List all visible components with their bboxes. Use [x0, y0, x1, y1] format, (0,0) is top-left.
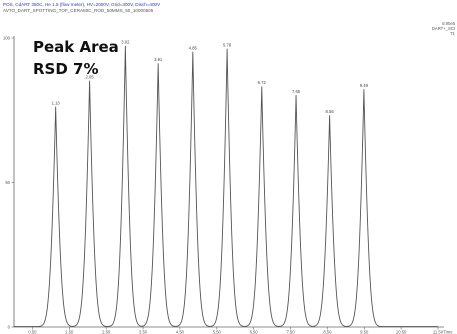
peak-time-label: 7.65	[292, 89, 301, 94]
x-tick-label: 10.50	[396, 330, 407, 334]
peak-time-label: 1.13	[52, 100, 61, 105]
chart-header-line-1: POS, CdART 350C, He 1.5 (flow meter), HV…	[3, 2, 161, 7]
peak-time-label: 3.02	[121, 40, 130, 45]
x-tick-label: 5.50	[213, 330, 222, 334]
chart-axes: 0.50 1.50 2.50 3.50 4.50 5.50 6.50 7.50 8.50 9.50…	[3, 36, 453, 334]
chromatogram-trace-group	[13, 45, 439, 328]
peak-time-label: 3.91	[154, 57, 163, 62]
peak-time-label: 2.05	[86, 74, 95, 79]
peak-time-label: 9.49	[360, 83, 369, 88]
peak-time-label: 8.56	[326, 109, 335, 114]
chromatogram-trace	[13, 45, 439, 328]
x-tick-label: 6.50	[250, 330, 259, 334]
scan-info: 8.90e5 DART+_SCI T1	[432, 21, 455, 36]
peak-time-label: 4.85	[189, 45, 198, 50]
x-tick-label: 7.50	[286, 330, 295, 334]
x-tick-label: 3.50	[139, 330, 148, 334]
x-tick-label: 0.50	[28, 330, 37, 334]
y-tick-label: 0	[8, 325, 11, 330]
x-tick-label: 4.50	[176, 330, 185, 334]
chart-header-line-2: AVTO_DART_SPOTTING_TOF_CERAMIC_ROD_50MMS…	[3, 8, 154, 13]
peak-time-label: 5.78	[223, 43, 232, 48]
x-tick-label: 9.50	[360, 330, 369, 334]
x-tick-label: 2.50	[102, 330, 111, 334]
x-tick-label: 8.50	[323, 330, 332, 334]
x-axis-end-label: Time	[443, 330, 453, 334]
y-tick-label: 50	[5, 180, 10, 185]
rsd-annotation: RSD 7%	[33, 60, 99, 78]
peak-area-annotation: Peak Area	[33, 38, 119, 56]
x-tick-label: 11.50	[433, 330, 444, 334]
peak-time-label: 6.72	[258, 80, 267, 85]
y-tick-label: 100	[3, 36, 11, 41]
x-tick-label: 1.50	[65, 330, 74, 334]
scan-info-channel: T1	[450, 31, 455, 36]
peak-label-group: 1.13 2.05 3.02 3.91 4.85 5.78 6.72 7.65 8.56 9.49	[52, 40, 369, 114]
scan-info-trace: DART+_SCI	[431, 26, 455, 31]
scan-info-intensity: 8.90e5	[442, 21, 455, 26]
